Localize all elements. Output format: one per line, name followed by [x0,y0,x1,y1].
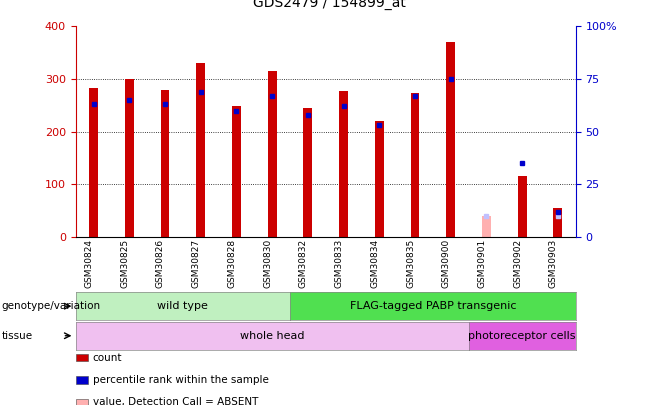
Bar [232,107,241,237]
Bar [339,91,348,237]
Bar [303,108,313,237]
Text: GSM30900: GSM30900 [442,239,451,288]
Text: value, Detection Call = ABSENT: value, Detection Call = ABSENT [93,397,258,405]
Text: genotype/variation: genotype/variation [1,301,101,311]
Bar [125,79,134,237]
Text: GSM30828: GSM30828 [228,239,236,288]
Text: GSM30824: GSM30824 [84,239,93,288]
Text: percentile rank within the sample: percentile rank within the sample [93,375,268,385]
Text: count: count [93,353,122,362]
Text: GSM30835: GSM30835 [406,239,415,288]
Bar [518,177,526,237]
Text: GSM30827: GSM30827 [191,239,201,288]
Bar [446,42,455,237]
Bar [89,88,98,237]
Text: GSM30903: GSM30903 [549,239,558,288]
Text: FLAG-tagged PABP transgenic: FLAG-tagged PABP transgenic [349,301,516,311]
Text: GSM30832: GSM30832 [299,239,308,288]
Bar [482,216,491,237]
Bar [268,71,276,237]
Text: GSM30826: GSM30826 [156,239,165,288]
Text: photoreceptor cells: photoreceptor cells [468,331,576,341]
Text: whole head: whole head [240,331,305,341]
Text: GSM30902: GSM30902 [513,239,522,288]
Bar [553,208,563,237]
Text: GSM30834: GSM30834 [370,239,379,288]
Text: GSM30830: GSM30830 [263,239,272,288]
Bar [411,93,420,237]
Bar [375,121,384,237]
Text: tissue: tissue [1,331,32,341]
Text: wild type: wild type [157,301,209,311]
Text: GSM30901: GSM30901 [478,239,486,288]
Bar [196,63,205,237]
Bar [161,90,170,237]
Text: GSM30833: GSM30833 [334,239,343,288]
Text: GDS2479 / 154899_at: GDS2479 / 154899_at [253,0,405,10]
Text: GSM30825: GSM30825 [120,239,129,288]
